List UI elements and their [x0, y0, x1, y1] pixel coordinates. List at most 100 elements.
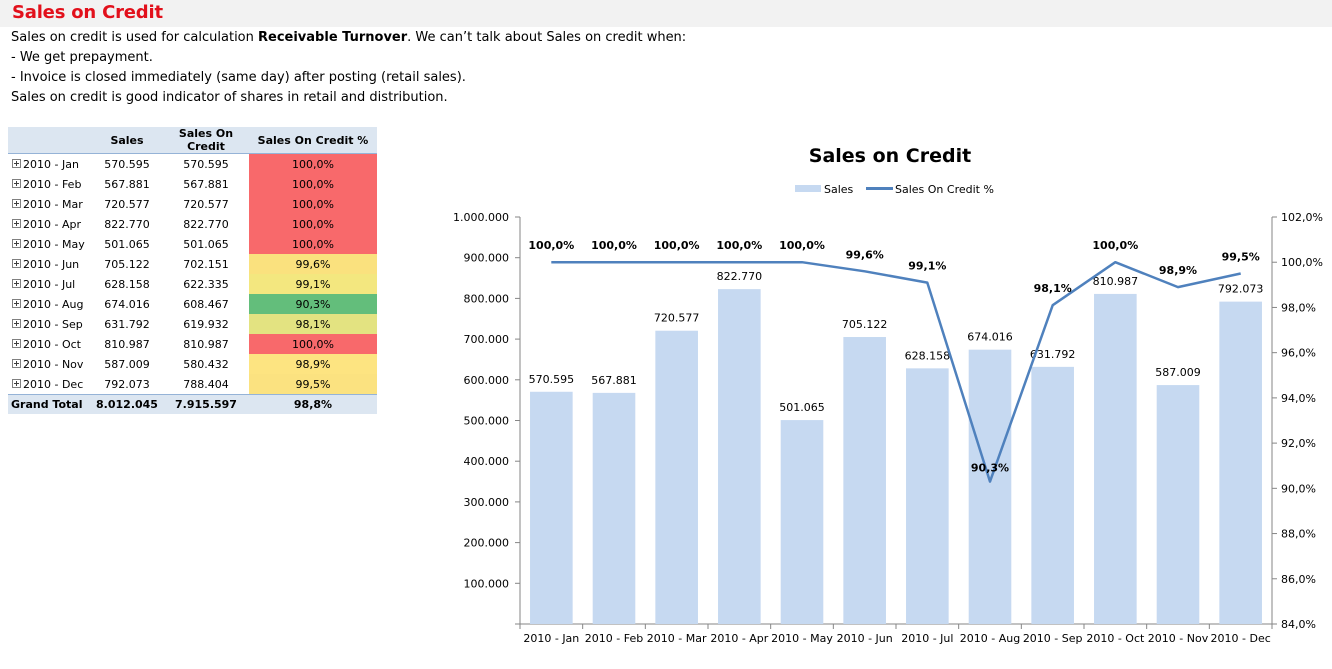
y-tick-label-left: 700.000 [464, 333, 510, 346]
cell-sales-on-credit: 619.932 [183, 317, 229, 331]
expand-icon[interactable] [12, 298, 21, 308]
data-label-sales: 628.158 [905, 349, 951, 362]
grand-total-pct: 98,8% [249, 394, 377, 414]
data-label-sales: 822.770 [717, 270, 763, 283]
intro-line-4: Sales on credit is good indicator of sha… [11, 90, 448, 105]
header-sales-on-credit[interactable]: Sales On Credit [163, 127, 249, 154]
table-row[interactable]: 2010 - Apr 822.770 822.770 100,0% [8, 214, 377, 234]
row-label[interactable]: 2010 - May [8, 234, 91, 254]
row-label[interactable]: 2010 - Jan [8, 154, 91, 175]
expand-icon[interactable] [12, 378, 21, 388]
y-tick-label-right: 100,0% [1281, 256, 1323, 269]
cell-sales: 720.577 [104, 197, 150, 211]
cell-sales-on-credit: 788.404 [183, 377, 229, 391]
cell-sales-on-credit: 822.770 [183, 217, 229, 231]
bar-sales [718, 289, 761, 624]
expand-icon[interactable] [12, 278, 21, 288]
table-row[interactable]: 2010 - Mar 720.577 720.577 100,0% [8, 194, 377, 214]
data-label-sales: 631.792 [1030, 348, 1076, 361]
x-tick-label: 2010 - Apr [710, 632, 768, 645]
expand-icon[interactable] [12, 258, 21, 268]
data-label-sales: 501.065 [779, 401, 825, 414]
bar-sales [906, 368, 949, 624]
expand-icon[interactable] [12, 238, 21, 248]
y-tick-label-left: 600.000 [464, 374, 510, 387]
y-tick-label-left: 800.000 [464, 292, 510, 305]
bar-sales [1219, 301, 1262, 624]
expand-icon[interactable] [12, 318, 21, 328]
row-label-text: 2010 - Jul [23, 277, 76, 291]
cell-sales-on-credit: 501.065 [183, 237, 229, 251]
table-row[interactable]: 2010 - May 501.065 501.065 100,0% [8, 234, 377, 254]
expand-icon[interactable] [12, 338, 21, 348]
cell-sales: 810.987 [104, 337, 150, 351]
y-tick-label-right: 98,0% [1281, 301, 1316, 314]
expand-icon[interactable] [12, 158, 21, 168]
y-tick-label-left: 400.000 [464, 455, 510, 468]
cell-sales: 501.065 [104, 237, 150, 251]
cell-sales: 628.158 [104, 277, 150, 291]
legend-label-credit-pct: Sales On Credit % [895, 183, 994, 196]
bar-sales [655, 330, 698, 624]
data-label-sales: 720.577 [654, 312, 700, 325]
cell-sales-on-credit-pct: 100,0% [249, 214, 377, 234]
table-row[interactable]: 2010 - Sep 631.792 619.932 98,1% [8, 314, 377, 334]
data-label-credit-pct: 99,1% [908, 260, 946, 273]
row-label-text: 2010 - Jan [23, 157, 79, 171]
row-label[interactable]: 2010 - Nov [8, 354, 91, 374]
cell-sales-on-credit-pct: 98,9% [249, 354, 377, 374]
x-tick-label: 2010 - Jul [901, 632, 953, 645]
row-label[interactable]: 2010 - Oct [8, 334, 91, 354]
bar-sales [1156, 385, 1200, 624]
intro-bold-term: Receivable Turnover [258, 30, 408, 45]
y-tick-label-left: 300.000 [464, 496, 510, 509]
table-row[interactable]: 2010 - Jun 705.122 702.151 99,6% [8, 254, 377, 274]
bar-sales [530, 391, 573, 624]
expand-icon[interactable] [12, 218, 21, 228]
header-sales[interactable]: Sales [91, 127, 163, 154]
table-row[interactable]: 2010 - Dec 792.073 788.404 99,5% [8, 374, 377, 395]
bar-sales [968, 349, 1012, 624]
table-row[interactable]: 2010 - Jul 628.158 622.335 99,1% [8, 274, 377, 294]
row-label[interactable]: 2010 - Apr [8, 214, 91, 234]
header-sales-on-credit-pct[interactable]: Sales On Credit % [249, 127, 377, 154]
line-sales-on-credit-pct [551, 260, 1241, 483]
row-label[interactable]: 2010 - Mar [8, 194, 91, 214]
row-label-text: 2010 - Aug [23, 297, 84, 311]
row-label[interactable]: 2010 - Jun [8, 254, 91, 274]
expand-icon[interactable] [12, 198, 21, 208]
table-row[interactable]: 2010 - Aug 674.016 608.467 90,3% [8, 294, 377, 314]
data-label-credit-pct: 98,9% [1159, 264, 1197, 277]
legend-label-sales: Sales [824, 183, 854, 196]
table-row[interactable]: 2010 - Feb 567.881 567.881 100,0% [8, 174, 377, 194]
data-label-credit-pct: 90,3% [971, 462, 1009, 475]
x-tick-label: 2010 - Dec [1211, 632, 1271, 645]
table-row[interactable]: 2010 - Nov 587.009 580.432 98,9% [8, 354, 377, 374]
row-label[interactable]: 2010 - Dec [8, 374, 91, 395]
cell-sales-on-credit: 720.577 [183, 197, 229, 211]
row-label[interactable]: 2010 - Jul [8, 274, 91, 294]
sales-on-credit-chart: Sales on Credit Sales Sales On Credit % 1.0… [453, 145, 1323, 645]
data-label-credit-pct: 100,0% [591, 239, 637, 252]
table-row[interactable]: 2010 - Jan 570.595 570.595 100,0% [8, 153, 377, 175]
cell-sales-on-credit: 580.432 [183, 357, 229, 371]
table-row[interactable]: 2010 - Oct 810.987 810.987 100,0% [8, 334, 377, 354]
expand-icon[interactable] [12, 178, 21, 188]
x-tick-label: 2010 - Mar [647, 632, 707, 645]
chart-title: Sales on Credit [809, 145, 971, 167]
page-title: Sales on Credit [12, 2, 163, 23]
data-label-credit-pct: 99,6% [846, 248, 884, 261]
cell-sales-on-credit: 702.151 [183, 257, 229, 271]
y-tick-label-right: 84,0% [1281, 618, 1316, 631]
row-label[interactable]: 2010 - Aug [8, 294, 91, 314]
title-bar [0, 0, 1332, 27]
x-tick-label: 2010 - Sep [1023, 632, 1083, 645]
cell-sales: 570.595 [104, 157, 150, 171]
data-label-sales: 674.016 [967, 331, 1013, 344]
row-label-text: 2010 - Oct [23, 337, 81, 351]
row-label[interactable]: 2010 - Feb [8, 174, 91, 194]
cell-sales-on-credit-pct: 99,5% [249, 374, 377, 395]
expand-icon[interactable] [12, 358, 21, 368]
row-label[interactable]: 2010 - Sep [8, 314, 91, 334]
cell-sales-on-credit-pct: 100,0% [249, 174, 377, 194]
